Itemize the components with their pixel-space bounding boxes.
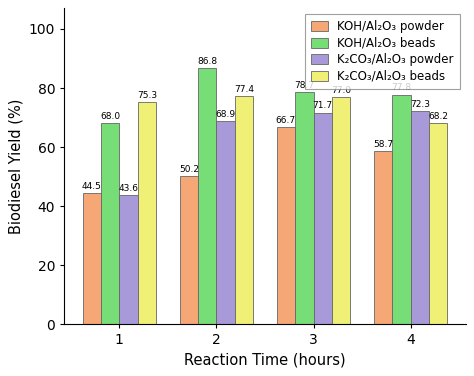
- Text: 68.2: 68.2: [428, 112, 448, 121]
- Legend: KOH/Al₂O₃ powder, KOH/Al₂O₃ beads, K₂CO₃/Al₂O₃ powder, K₂CO₃/Al₂O₃ beads: KOH/Al₂O₃ powder, KOH/Al₂O₃ beads, K₂CO₃…: [305, 14, 460, 89]
- Text: 43.6: 43.6: [118, 184, 138, 193]
- Bar: [429, 123, 447, 324]
- Bar: [313, 112, 332, 324]
- X-axis label: Reaction Time (hours): Reaction Time (hours): [184, 353, 346, 368]
- Bar: [217, 121, 235, 324]
- Bar: [82, 193, 101, 324]
- Text: 71.7: 71.7: [313, 102, 333, 111]
- Text: 44.5: 44.5: [82, 182, 101, 191]
- Y-axis label: Biodiesel Yield (%): Biodiesel Yield (%): [9, 99, 23, 234]
- Text: 77.0: 77.0: [331, 86, 351, 95]
- Text: 68.9: 68.9: [216, 110, 236, 119]
- Text: 77.4: 77.4: [234, 85, 254, 94]
- Text: 66.7: 66.7: [276, 116, 296, 125]
- Text: 58.7: 58.7: [373, 140, 393, 149]
- Bar: [235, 96, 253, 324]
- Bar: [374, 151, 392, 324]
- Bar: [138, 102, 156, 324]
- Bar: [180, 176, 198, 324]
- Text: 86.8: 86.8: [197, 57, 217, 66]
- Bar: [410, 111, 429, 324]
- Bar: [119, 196, 138, 324]
- Text: 78.7: 78.7: [294, 81, 314, 90]
- Text: 77.8: 77.8: [392, 83, 411, 92]
- Bar: [101, 123, 119, 324]
- Bar: [332, 97, 350, 324]
- Text: 50.2: 50.2: [179, 165, 199, 174]
- Bar: [295, 92, 313, 324]
- Text: 72.3: 72.3: [410, 100, 430, 109]
- Text: 68.0: 68.0: [100, 112, 120, 121]
- Bar: [277, 127, 295, 324]
- Bar: [392, 94, 410, 324]
- Bar: [198, 68, 217, 324]
- Text: 75.3: 75.3: [137, 91, 157, 100]
